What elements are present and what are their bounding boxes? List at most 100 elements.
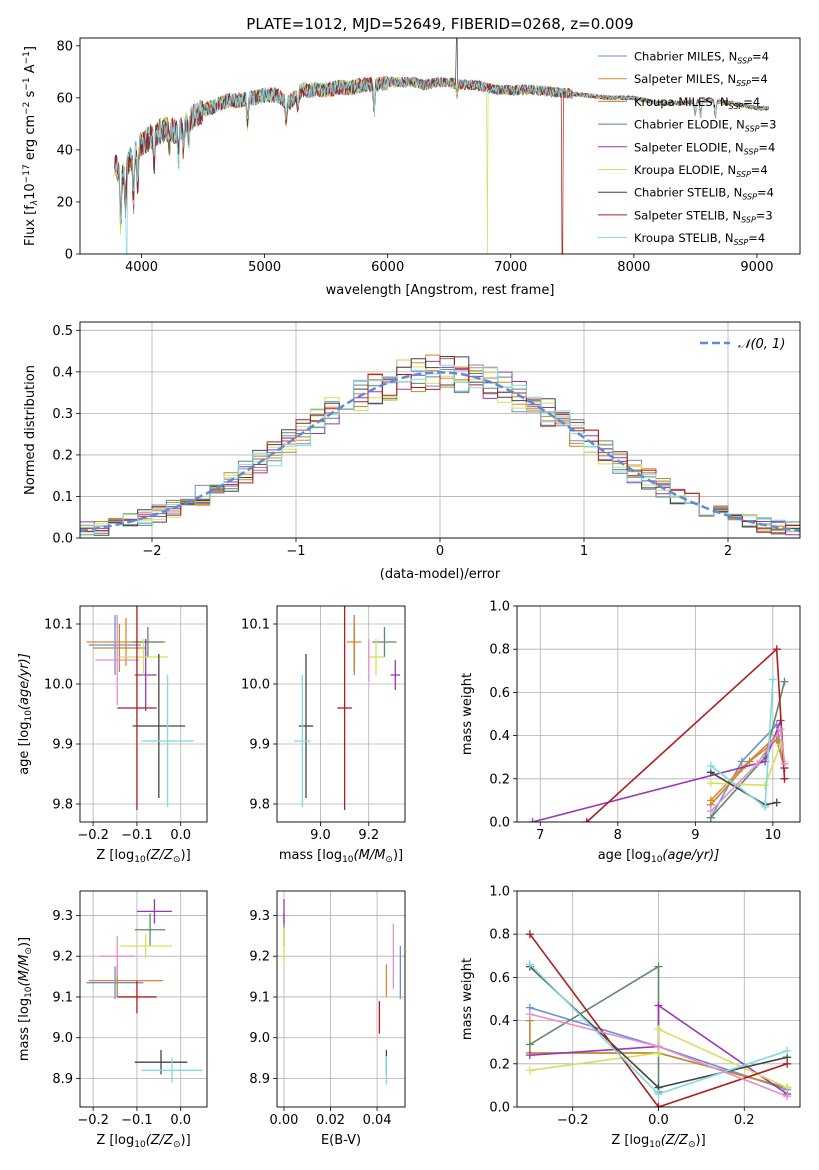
weight-marker [780, 774, 789, 783]
y-tick-label: 9.0 [52, 1031, 73, 1046]
errorbar-point-kroupa-stelib [141, 675, 194, 807]
y-tick-label: 0.0 [489, 816, 510, 831]
y-tick-label: 0.8 [489, 643, 510, 658]
x-tick-label: 0.00 [270, 1113, 299, 1128]
errorbar-point-salpeter-stelib [117, 606, 157, 810]
weight-vs-Z-xlabel: Z [log10(Z/Z⊙)] [611, 1133, 705, 1150]
x-tick-label: 0.0 [170, 828, 191, 843]
y-tick-label: 8.9 [249, 1072, 270, 1087]
age-vs-mass-axes: 9.0 9.2 9.8 9.9 10.0 10.1 mass [log10(M/M⊙)] [241, 605, 406, 865]
errorbar-point-salpeter-elodie [136, 899, 172, 924]
y-tick-label: 0.6 [489, 971, 510, 986]
legend-entry: Kroupa ELODIE, NSSP=4 [634, 163, 768, 179]
y-tick-label: 9.8 [52, 798, 73, 813]
age-vs-mass-plot-area [293, 606, 401, 810]
mass-vs-Z-frame [79, 890, 208, 1108]
y-tick-label: 0.8 [489, 928, 510, 943]
legend-entry: Salpeter STELIB, NSSP=3 [634, 208, 773, 224]
errorbar-point-chabrier-elodie [132, 627, 164, 657]
weight-marker [525, 930, 534, 939]
x-tick-label: −0.2 [77, 828, 109, 843]
y-tick-label: 10.1 [44, 618, 73, 633]
y-tick-label: 0.2 [52, 448, 73, 463]
weight-marker [706, 807, 715, 816]
y-tick-label: 8.9 [52, 1072, 73, 1087]
y-tick-label: 0.2 [489, 1057, 510, 1072]
weight-marker [780, 677, 789, 686]
errorbar-point-salpeter-elodie [390, 660, 401, 690]
errorbar-point-chabrier-stelib [132, 654, 186, 798]
weight-marker [761, 802, 770, 811]
x-tick-label: 9 [691, 828, 699, 843]
errorbar-point-salpeter-stelib [337, 606, 352, 810]
weight-marker [654, 1090, 663, 1099]
x-tick-label: 7 [536, 828, 544, 843]
residual-histogram-axes: −2 −1 0 1 2 0.0 0.1 0.2 0.3 0.4 0.5 (data-model)/er… [23, 321, 801, 582]
weight-marker [525, 1040, 534, 1049]
errorbar-point-chabrier-miles [86, 966, 144, 999]
histogram-ylabel: Normed distribution [23, 365, 38, 495]
errorbar-point-kroupa-stelib [141, 1058, 203, 1083]
mass-vs-EBV-plot-area [283, 899, 401, 1085]
x-tick-label: 5000 [248, 260, 281, 275]
histogram-xlabel: (data-model)/error [380, 567, 501, 582]
y-tick-label: 9.9 [249, 738, 270, 753]
x-tick-label: 1 [580, 544, 588, 559]
figure-title: PLATE=1012, MJD=52649, FIBERID=0268, z=0… [246, 15, 633, 33]
weight-marker [654, 1042, 663, 1051]
weight-marker [528, 818, 537, 822]
x-tick-label: 2 [724, 544, 732, 559]
y-tick-label: 1.0 [489, 600, 510, 615]
x-tick-label: −1 [286, 544, 305, 559]
mass-vs-Z-ylabel: mass [log10(M/M⊙)] [17, 937, 34, 1061]
weight-marker [776, 740, 785, 749]
mass-vs-EBV-xlabel: E(B-V) [321, 1133, 361, 1148]
errorbar-point-kroupa-elodie [367, 639, 385, 675]
y-tick-label: 9.1 [249, 990, 270, 1005]
x-tick-label: 9000 [740, 260, 773, 275]
spectrum-ylabel: Flux [fλ10−17 erg cm−2 s−1 A−1] [22, 46, 40, 246]
age-vs-Z-axes: −0.2 −0.1 0.0 9.8 9.9 10.0 10.1 Z [log10(Z/Z⊙)]… [17, 605, 208, 865]
spectrum-line-kroupa-stelib [114, 76, 770, 254]
x-tick-label: −0.2 [77, 1113, 109, 1128]
weight-vs-Z-frame [516, 890, 801, 1108]
x-tick-label: −2 [142, 544, 161, 559]
y-tick-label: 10.0 [44, 678, 73, 693]
weight-marker [654, 1025, 663, 1034]
y-tick-label: 0.3 [52, 407, 73, 422]
histogram-frame [79, 321, 801, 539]
weight-marker [706, 779, 715, 788]
spectrum-frame [79, 37, 801, 255]
x-tick-label: −0.1 [121, 828, 153, 843]
y-tick-label: 80 [56, 39, 73, 54]
age-vs-Z-xlabel: Z [log10(Z/Z⊙)] [96, 848, 190, 865]
y-tick-label: 0.0 [52, 532, 73, 547]
histogram-step-kroupa-stelib [80, 364, 800, 536]
weight-line-kroupa-miles [529, 1020, 788, 1089]
weight-line-kroupa-elodie [529, 1027, 788, 1089]
weight-marker [783, 1059, 792, 1068]
y-tick-label: 9.0 [249, 1031, 270, 1046]
y-tick-label: 0.5 [52, 324, 73, 339]
legend-entry: Chabrier ELODIE, NSSP=3 [634, 118, 776, 134]
spectrum-legend: Chabrier MILES, NSSP=4 Salpeter MILES, NS… [598, 50, 776, 247]
mass-vs-EBV-axes: 0.00 0.02 0.04 8.9 9.0 9.1 9.2 9.3 E(B-V) [249, 890, 406, 1148]
legend-entry: Kroupa STELIB, NSSP=4 [634, 231, 765, 247]
weight-marker [753, 759, 762, 768]
weight-marker [582, 818, 591, 822]
y-tick-label: 1.0 [489, 885, 510, 900]
weight-vs-age-xlabel: age [log10(age/yr)] [598, 848, 720, 865]
age-vs-Z-ylabel: age [log10(age/yr)] [17, 653, 34, 775]
x-tick-label: 8000 [617, 260, 650, 275]
legend-gaussian-label: 𝒩(0, 1) [738, 337, 785, 352]
weight-marker [780, 759, 789, 768]
legend-entry: Salpeter ELODIE, NSSP=4 [634, 140, 775, 156]
x-tick-label: −0.1 [121, 1113, 153, 1128]
weight-vs-age-frame [516, 605, 801, 823]
weight-line-pink [710, 726, 786, 812]
residual-histogram-plot-area [80, 354, 800, 538]
legend-entry: Salpeter MILES, NSSP=4 [634, 72, 768, 88]
weight-vs-Z-ylabel: mass weight [460, 958, 475, 1040]
errorbar-point-chabrier-stelib [298, 654, 314, 798]
